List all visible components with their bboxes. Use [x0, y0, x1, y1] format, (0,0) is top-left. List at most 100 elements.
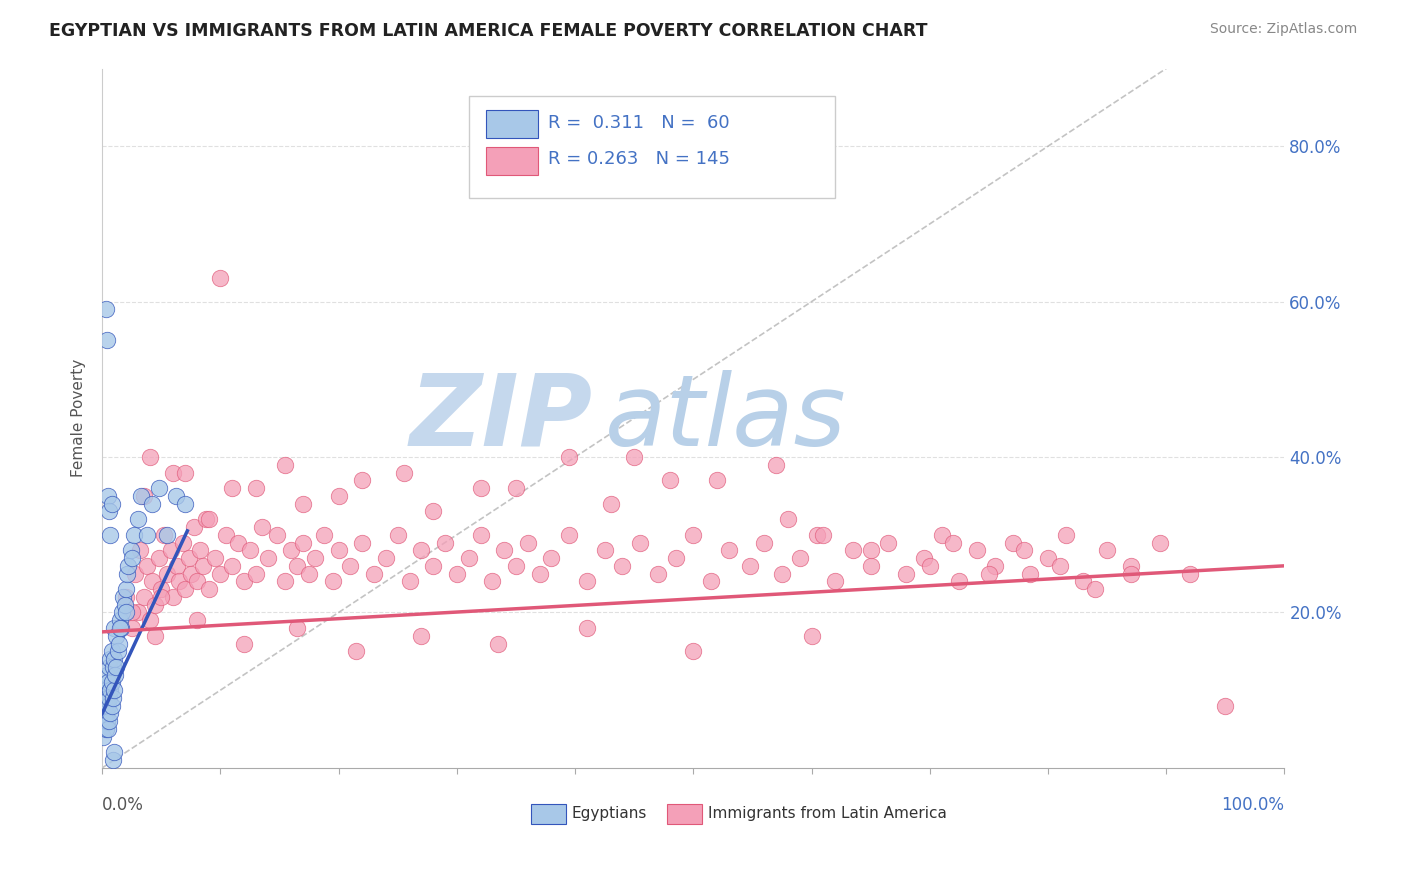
Point: [250, 520, 273, 534]
Point: [124, 566, 146, 581]
Point: [344, 644, 367, 658]
Point: [115, 582, 138, 596]
Point: [127, 512, 149, 526]
Point: [97, 489, 120, 503]
Point: [165, 489, 187, 503]
Point: [1019, 566, 1042, 581]
Point: [540, 551, 562, 566]
Point: [411, 543, 433, 558]
Point: [204, 551, 226, 566]
Point: [623, 450, 645, 464]
Point: [754, 535, 776, 549]
Point: [180, 566, 202, 581]
Point: [628, 535, 651, 549]
Point: [877, 535, 900, 549]
Point: [98, 690, 121, 705]
Point: [1213, 698, 1236, 713]
Point: [96, 714, 118, 729]
Point: [931, 527, 953, 541]
Point: [174, 582, 197, 596]
Point: [446, 566, 468, 581]
Point: [494, 543, 516, 558]
Point: [558, 450, 581, 464]
Point: [363, 566, 385, 581]
Point: [115, 566, 138, 581]
Point: [141, 497, 163, 511]
Point: [304, 551, 326, 566]
Point: [245, 566, 267, 581]
Point: [1014, 543, 1036, 558]
Point: [599, 497, 621, 511]
Point: [285, 558, 308, 573]
Point: [97, 722, 120, 736]
Point: [101, 690, 124, 705]
Point: [122, 527, 145, 541]
Point: [108, 613, 131, 627]
Point: [800, 629, 823, 643]
Text: Source: ZipAtlas.com: Source: ZipAtlas.com: [1209, 22, 1357, 37]
Point: [387, 527, 409, 541]
Point: [339, 558, 361, 573]
Point: [97, 675, 120, 690]
Point: [93, 714, 115, 729]
Point: [1084, 582, 1107, 596]
Text: Egyptians: Egyptians: [572, 805, 647, 821]
Point: [121, 606, 143, 620]
Text: Immigrants from Latin America: Immigrants from Latin America: [707, 805, 946, 821]
Point: [770, 566, 793, 581]
Point: [136, 527, 159, 541]
Point: [105, 660, 128, 674]
Point: [110, 621, 132, 635]
Point: [682, 644, 704, 658]
Point: [103, 621, 125, 635]
Point: [1178, 566, 1201, 581]
Point: [470, 481, 492, 495]
FancyBboxPatch shape: [531, 804, 565, 824]
Point: [948, 574, 970, 589]
Point: [266, 527, 288, 541]
Point: [100, 675, 122, 690]
Point: [256, 551, 278, 566]
Point: [98, 504, 121, 518]
Point: [918, 558, 941, 573]
Point: [96, 334, 118, 348]
Point: [398, 574, 420, 589]
Point: [100, 527, 122, 541]
Point: [141, 574, 163, 589]
Point: [129, 543, 152, 558]
Point: [186, 613, 208, 627]
Point: [197, 582, 219, 596]
Point: [93, 730, 115, 744]
Point: [112, 590, 135, 604]
Point: [94, 302, 117, 317]
Point: [101, 753, 124, 767]
Point: [700, 574, 723, 589]
Text: 0.0%: 0.0%: [103, 796, 143, 814]
Point: [411, 629, 433, 643]
Point: [138, 450, 160, 464]
Point: [1119, 566, 1142, 581]
Point: [314, 527, 336, 541]
Point: [516, 535, 538, 549]
FancyBboxPatch shape: [468, 96, 835, 198]
Point: [859, 543, 882, 558]
Point: [647, 566, 669, 581]
Point: [392, 466, 415, 480]
Point: [197, 512, 219, 526]
Point: [104, 667, 127, 681]
Point: [108, 621, 131, 635]
Point: [706, 474, 728, 488]
Point: [120, 543, 142, 558]
Point: [145, 629, 167, 643]
Point: [824, 574, 846, 589]
Point: [558, 527, 581, 541]
Point: [529, 566, 551, 581]
Y-axis label: Female Poverty: Female Poverty: [72, 359, 86, 477]
Point: [195, 512, 218, 526]
Point: [765, 458, 787, 472]
Point: [505, 481, 527, 495]
Point: [98, 660, 121, 674]
Point: [115, 606, 138, 620]
Point: [100, 683, 122, 698]
Point: [107, 636, 129, 650]
